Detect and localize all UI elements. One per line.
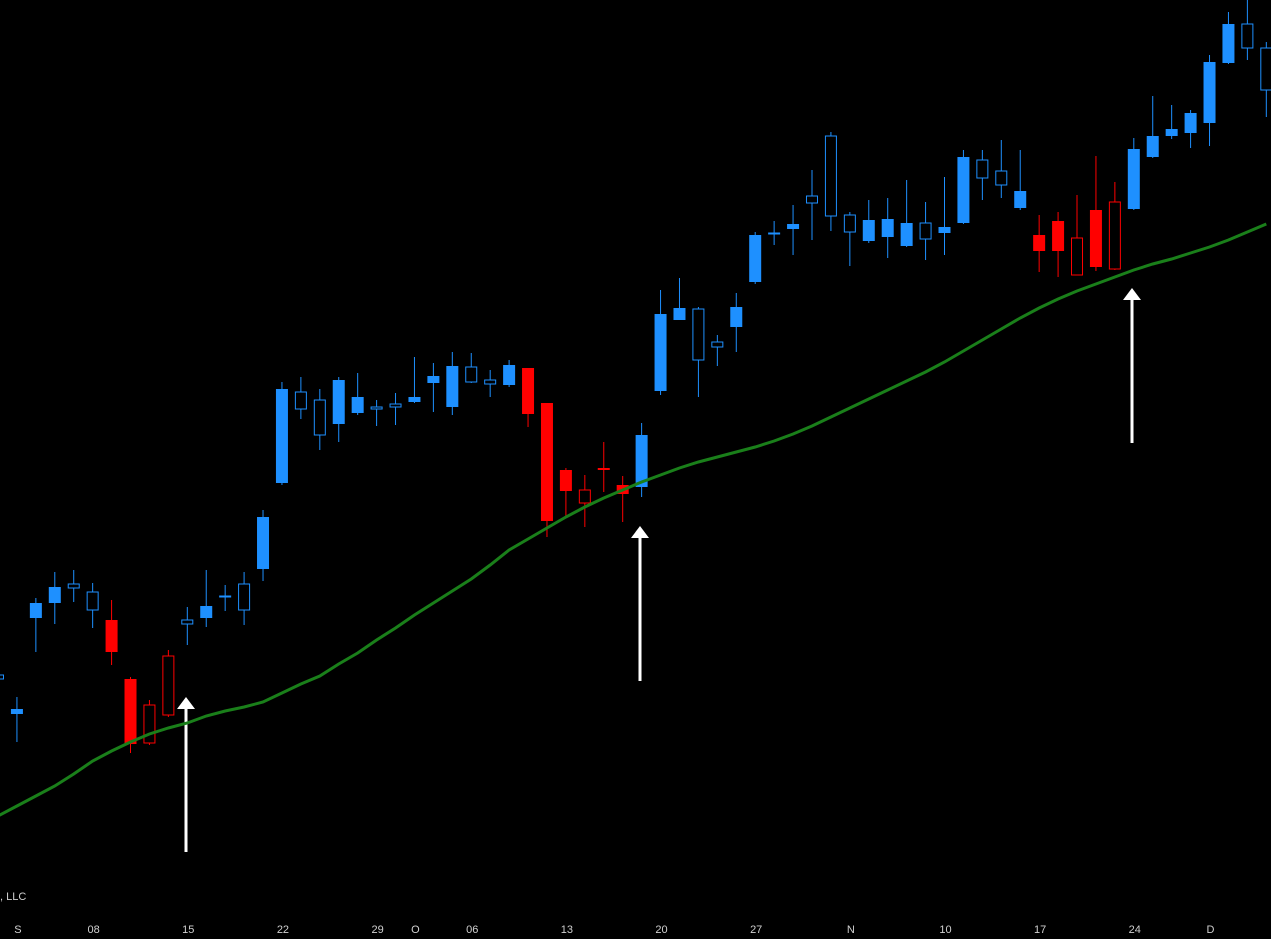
candle-body bbox=[427, 376, 440, 383]
candle-body bbox=[692, 308, 705, 361]
candle-body bbox=[862, 220, 875, 241]
candle-body bbox=[1146, 136, 1159, 157]
candle-body bbox=[332, 380, 345, 424]
candle-body bbox=[10, 709, 23, 714]
candle-body bbox=[635, 435, 648, 487]
candle-body bbox=[654, 314, 667, 391]
x-tick-label: 22 bbox=[277, 924, 289, 936]
candle-body bbox=[787, 224, 800, 229]
x-tick-label: 10 bbox=[939, 924, 951, 936]
candle-body bbox=[181, 619, 194, 625]
candle-body bbox=[711, 341, 724, 348]
candle-body bbox=[67, 583, 80, 589]
arrow-head bbox=[177, 697, 195, 709]
candle-body bbox=[275, 389, 288, 483]
candle-body bbox=[200, 606, 213, 618]
candle-body bbox=[1203, 62, 1216, 123]
x-tick-label: 29 bbox=[371, 924, 383, 936]
x-tick-label: 17 bbox=[1034, 924, 1046, 936]
candle-body bbox=[1014, 191, 1027, 208]
candle-body bbox=[843, 214, 856, 233]
candle-body bbox=[540, 403, 553, 521]
annotations bbox=[177, 288, 1141, 852]
candle-body bbox=[919, 222, 932, 240]
candle-body bbox=[1052, 221, 1065, 251]
candle-body bbox=[824, 135, 837, 217]
x-tick-label: N bbox=[847, 924, 855, 936]
candle-body bbox=[219, 595, 232, 598]
candle-body bbox=[370, 406, 383, 410]
candle-body bbox=[446, 366, 459, 407]
candle-body bbox=[1222, 24, 1235, 63]
x-tick-label: S bbox=[14, 924, 21, 936]
candle-body bbox=[257, 517, 270, 569]
candle-body bbox=[1165, 129, 1178, 136]
candle-body bbox=[351, 397, 364, 413]
arrow-head bbox=[631, 526, 649, 538]
candle-body bbox=[1241, 23, 1254, 49]
candle-body bbox=[484, 379, 497, 385]
candle-body bbox=[408, 397, 421, 402]
arrow-head bbox=[1123, 288, 1141, 300]
candle-body bbox=[105, 620, 118, 652]
candle-body bbox=[805, 195, 818, 204]
candles bbox=[0, 0, 1271, 753]
watermark: , LLC bbox=[0, 891, 26, 903]
candle-body bbox=[938, 227, 951, 233]
candle-body bbox=[48, 587, 61, 603]
candle-body bbox=[143, 704, 156, 744]
candle-body bbox=[673, 308, 686, 320]
candle-body bbox=[1260, 47, 1271, 91]
candle-body bbox=[995, 170, 1008, 186]
candle-body bbox=[389, 403, 402, 408]
candle-body bbox=[86, 591, 99, 611]
x-tick-label: 13 bbox=[561, 924, 573, 936]
candle-body bbox=[881, 219, 894, 237]
candle-body bbox=[522, 368, 535, 414]
candle-body bbox=[465, 366, 478, 383]
candle-body bbox=[730, 307, 743, 327]
candle-body bbox=[124, 679, 137, 744]
candle-body bbox=[1184, 113, 1197, 133]
candle-body bbox=[597, 468, 610, 470]
candle-body bbox=[1071, 237, 1084, 276]
moving-average bbox=[0, 222, 1267, 817]
candle-body bbox=[1108, 201, 1121, 270]
candle-body bbox=[578, 489, 591, 504]
candle-body bbox=[503, 365, 516, 385]
x-tick-label: O bbox=[411, 924, 420, 936]
x-tick-label: 08 bbox=[88, 924, 100, 936]
candle-body bbox=[749, 235, 762, 282]
x-tick-label: 06 bbox=[466, 924, 478, 936]
candle-body bbox=[29, 603, 42, 618]
candle-body bbox=[313, 399, 326, 436]
x-tick-label: 15 bbox=[182, 924, 194, 936]
candle-body bbox=[238, 583, 251, 611]
candle-body bbox=[559, 470, 572, 491]
candle-body bbox=[162, 655, 175, 716]
candle-body bbox=[1127, 149, 1140, 209]
candle-body bbox=[1089, 210, 1102, 267]
candle-body bbox=[0, 674, 4, 680]
x-tick-label: D bbox=[1207, 924, 1215, 936]
x-tick-label: 24 bbox=[1129, 924, 1141, 936]
candle-body bbox=[1033, 235, 1046, 251]
candle-body bbox=[976, 159, 989, 179]
candle-body bbox=[957, 157, 970, 223]
x-tick-label: 27 bbox=[750, 924, 762, 936]
candle-body bbox=[900, 223, 913, 246]
candle-body bbox=[294, 391, 307, 410]
x-tick-label: 20 bbox=[655, 924, 667, 936]
candle-body bbox=[768, 232, 781, 235]
